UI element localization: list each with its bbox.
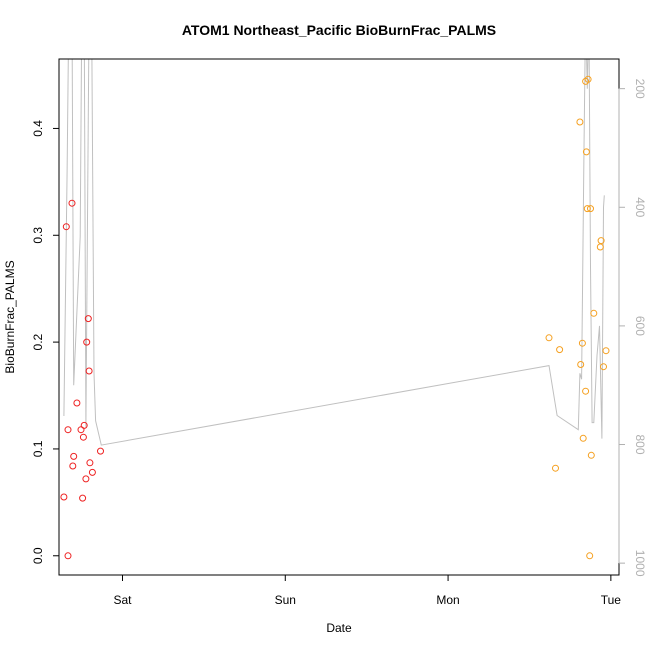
series-0-point bbox=[60, 493, 68, 501]
y2-tick-label: 200 bbox=[633, 79, 647, 99]
series-1-point bbox=[552, 464, 559, 472]
series-1-point bbox=[556, 346, 564, 354]
x-tick-label: Sat bbox=[113, 593, 132, 607]
series-1-point bbox=[600, 363, 607, 371]
series-1-point bbox=[587, 451, 595, 459]
plot-layer: Sat Sun Mon Tue 0.0 0.1 0.2 0.3 0.4 200 400 600 800 1… bbox=[31, 58, 647, 607]
series-1-point bbox=[597, 237, 605, 245]
x-tick-label: Mon bbox=[436, 593, 459, 607]
series-0-point bbox=[80, 421, 88, 429]
series-1-point bbox=[579, 434, 587, 442]
series-0-point bbox=[85, 367, 93, 375]
series-0-point bbox=[68, 199, 76, 207]
y2-tick-label: 600 bbox=[633, 316, 647, 336]
series-0-point bbox=[62, 223, 70, 231]
x-tick-label: Tue bbox=[601, 593, 622, 607]
series-0-point bbox=[64, 552, 72, 560]
series-0-point bbox=[97, 447, 104, 455]
series-1-point bbox=[584, 75, 592, 83]
x-axis-label: Date bbox=[326, 621, 352, 635]
series-1-point bbox=[577, 361, 585, 368]
series-1-point bbox=[576, 118, 584, 126]
series-1-point bbox=[578, 339, 586, 347]
series-1-point bbox=[545, 334, 553, 342]
y2-tick-label: 800 bbox=[633, 435, 647, 455]
y-tick-label: 0.3 bbox=[31, 227, 45, 244]
x-tick-label: Sun bbox=[275, 593, 296, 607]
series-0-point bbox=[77, 426, 85, 434]
y-tick-label: 0.2 bbox=[31, 333, 45, 350]
series-0-point bbox=[69, 462, 77, 470]
series-1-point bbox=[590, 309, 598, 317]
secondary-series-line bbox=[63, 59, 605, 446]
y-tick-label: 0.1 bbox=[31, 440, 45, 457]
series-1-point bbox=[596, 243, 604, 251]
series-1-point bbox=[586, 552, 594, 560]
series-0-point bbox=[64, 426, 72, 434]
series-0-point bbox=[79, 494, 87, 502]
y2-tick-label: 1000 bbox=[633, 550, 647, 577]
y-tick-label: 0.4 bbox=[31, 120, 45, 137]
series-1-point bbox=[602, 347, 610, 355]
chart-title: ATOM1 Northeast_Pacific BioBurnFrac_PALM… bbox=[182, 22, 496, 38]
y-axis-label: BioBurnFrac_PALMS bbox=[3, 260, 17, 373]
series-0-point bbox=[86, 459, 94, 467]
series-0-point bbox=[70, 452, 78, 460]
series-1-point bbox=[583, 205, 591, 213]
series-1-point bbox=[587, 205, 594, 213]
series-0-point bbox=[73, 399, 81, 407]
series-1-point bbox=[582, 148, 590, 156]
y2-tick-label: 400 bbox=[633, 197, 647, 217]
series-1-point bbox=[582, 387, 590, 395]
series-0-point bbox=[79, 433, 87, 441]
series-0-point bbox=[83, 338, 91, 346]
series-0-point bbox=[88, 468, 96, 476]
series-0-point bbox=[82, 475, 90, 483]
plot-frame bbox=[58, 58, 620, 576]
series-0-point bbox=[84, 315, 92, 323]
y-tick-label: 0.0 bbox=[31, 547, 45, 564]
